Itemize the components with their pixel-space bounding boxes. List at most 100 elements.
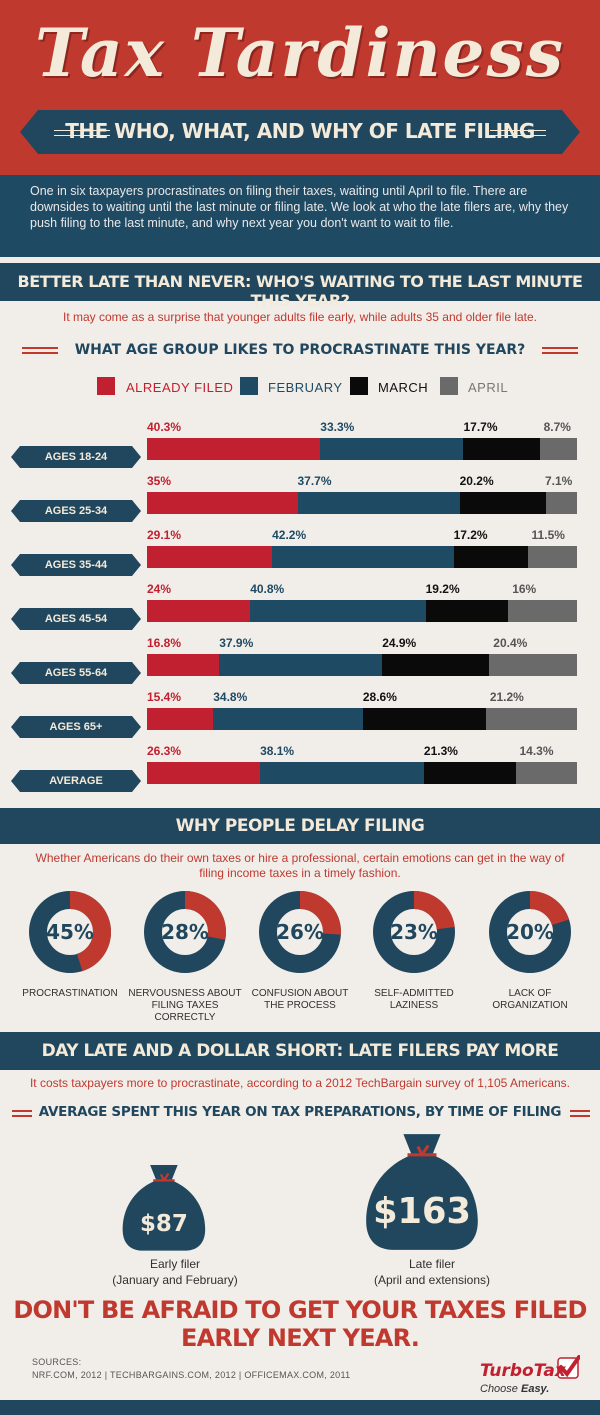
bar-segment-february xyxy=(272,546,455,568)
money-bag-value-label: $87 xyxy=(140,1211,188,1237)
data-label: 40.8% xyxy=(250,582,285,596)
late-filer-period: (April and extensions) xyxy=(373,1273,491,1287)
age-group-label: AGES 45-54 xyxy=(11,608,141,630)
bar-segment-already-filed xyxy=(147,492,298,514)
donut-category-label: PROCRASTINATION xyxy=(10,988,130,1000)
early-filer-period: (January and February) xyxy=(112,1273,238,1287)
donut-value-arc xyxy=(29,891,111,973)
age-chart-heading: WHAT AGE GROUP LIKES TO PROCRASTINATE TH… xyxy=(74,342,526,358)
age-group-label: AGES 25-34 xyxy=(11,500,141,522)
section2-note-line2: filing income taxes in a timely fashion. xyxy=(199,866,401,880)
data-label: 26.3% xyxy=(147,744,182,758)
age-group-label: AVERAGE xyxy=(11,770,141,792)
checkmark-icon xyxy=(557,1355,580,1379)
early-filer-label: Early filer (January and February) xyxy=(85,1256,265,1288)
donut-category-label-line: LAZINESS xyxy=(389,1000,439,1011)
bar-segment-march xyxy=(382,654,490,676)
data-label: 14.3% xyxy=(519,744,554,758)
chart-heading-stripe-left xyxy=(22,347,58,354)
legend-label-april: APRIL xyxy=(468,380,509,395)
section1-heading-band: BETTER LATE THAN NEVER: WHO'S WAITING TO… xyxy=(0,263,600,310)
bar-segment-february xyxy=(213,708,364,730)
donut-category-label: LACK OF ORGANIZATION xyxy=(470,988,590,1012)
bar-segment-february xyxy=(297,492,461,514)
data-label: 11.5% xyxy=(531,528,565,542)
bar-segment-already-filed xyxy=(147,762,261,784)
early-filer-title: Early filer xyxy=(149,1257,200,1271)
donut-chart: 23% xyxy=(373,891,455,973)
bar-segment-april xyxy=(515,762,578,784)
legend-swatch-april xyxy=(440,377,458,395)
donut-category-label-line: SELF-ADMITTED xyxy=(374,988,454,999)
bar-segment-march xyxy=(362,708,487,730)
data-label: 33.3% xyxy=(320,420,355,434)
donut-category-label-line: FILING TAXES CORRECTLY xyxy=(151,1000,219,1023)
donut-value-arc xyxy=(373,891,455,973)
subtitle-ribbon: THE WHO, WHAT, AND WHY OF LATE FILING xyxy=(20,110,580,154)
data-label: 38.1% xyxy=(260,744,295,758)
section3-heading-band: DAY LATE AND A DOLLAR SHORT: LATE FILERS… xyxy=(0,1032,600,1070)
intro-text: One in six taxpayers procrastinates on f… xyxy=(30,184,569,230)
legend-swatch-march xyxy=(350,377,368,395)
donut-category-label-line: ORGANIZATION xyxy=(492,1000,568,1011)
bar-segment-february xyxy=(219,654,383,676)
donut-chart: 45% xyxy=(29,891,111,973)
money-bag: $87 xyxy=(122,1164,206,1251)
donut-value-label: 20% xyxy=(506,920,554,944)
late-filer-label: Late filer (April and extensions) xyxy=(342,1256,522,1288)
donut-category-label-line: THE PROCESS xyxy=(264,1000,336,1011)
bar-segment-already-filed xyxy=(147,546,273,568)
bar-segment-february xyxy=(260,762,425,784)
donut-value-arc xyxy=(489,891,571,973)
money-bag-shape xyxy=(122,1164,206,1251)
cost-heading-stripe-left xyxy=(12,1110,32,1117)
bar-segment-march xyxy=(425,600,509,622)
bar-segment-already-filed xyxy=(147,438,321,460)
age-group-label: AGES 18-24 xyxy=(11,446,141,468)
bar-segment-april xyxy=(527,546,578,568)
data-label: 21.3% xyxy=(423,744,458,758)
turbotax-logo[interactable]: TurboTax Choose Easy. xyxy=(480,1355,580,1400)
logo-wordmark: TurboTax xyxy=(480,1361,567,1381)
footer-band xyxy=(0,1400,600,1415)
bar-segment-february xyxy=(320,438,464,460)
data-label: 28.6% xyxy=(362,690,397,704)
late-filer-title: Late filer xyxy=(408,1257,456,1271)
donut-category-label-line: NERVOUSNESS ABOUT xyxy=(128,988,242,999)
intro-panel: One in six taxpayers procrastinates on f… xyxy=(0,175,600,257)
data-label: 29.1% xyxy=(147,528,182,542)
donut-value-arc xyxy=(144,891,226,973)
data-label: 40.3% xyxy=(147,420,182,434)
money-bag-shape xyxy=(366,1134,478,1250)
bar-segment-april xyxy=(489,654,578,676)
data-label: 37.7% xyxy=(297,474,332,488)
legend-label-february: FEBRUARY xyxy=(268,380,343,395)
section2-note-line1: Whether Americans do their own taxes or … xyxy=(35,851,565,865)
donut-chart: 28% xyxy=(144,891,226,973)
section2-heading: WHY PEOPLE DELAY FILING xyxy=(175,816,425,836)
data-label: 24% xyxy=(147,582,172,596)
donut-category-label-line: CONFUSION ABOUT xyxy=(251,988,349,999)
donut-chart: 20% xyxy=(489,891,571,973)
donut-value-arc xyxy=(259,891,341,973)
age-group-label: AGES 35-44 xyxy=(11,554,141,576)
donut-value-label: 28% xyxy=(161,920,209,944)
section2-heading-band: WHY PEOPLE DELAY FILING xyxy=(0,808,600,844)
money-bag-tie xyxy=(153,1172,175,1182)
data-label: 42.2% xyxy=(272,528,307,542)
data-label: 8.7% xyxy=(543,420,571,434)
data-label: 7.1% xyxy=(545,474,573,488)
bar-segment-february xyxy=(250,600,427,622)
money-bag-value-label: $163 xyxy=(373,1191,471,1232)
bar-segment-march xyxy=(463,438,541,460)
bar-segment-already-filed xyxy=(147,600,251,622)
data-label: 35% xyxy=(147,474,172,488)
donut-category-label: CONFUSION ABOUT THE PROCESS xyxy=(240,988,360,1012)
bar-segment-april xyxy=(485,708,578,730)
data-label: 16% xyxy=(512,582,537,596)
cost-heading-stripe-right xyxy=(570,1110,590,1117)
logo-tagline: Choose Easy. xyxy=(480,1383,549,1395)
data-label: 24.9% xyxy=(382,636,417,650)
data-label: 19.2% xyxy=(425,582,460,596)
legend-swatch-february xyxy=(240,377,258,395)
